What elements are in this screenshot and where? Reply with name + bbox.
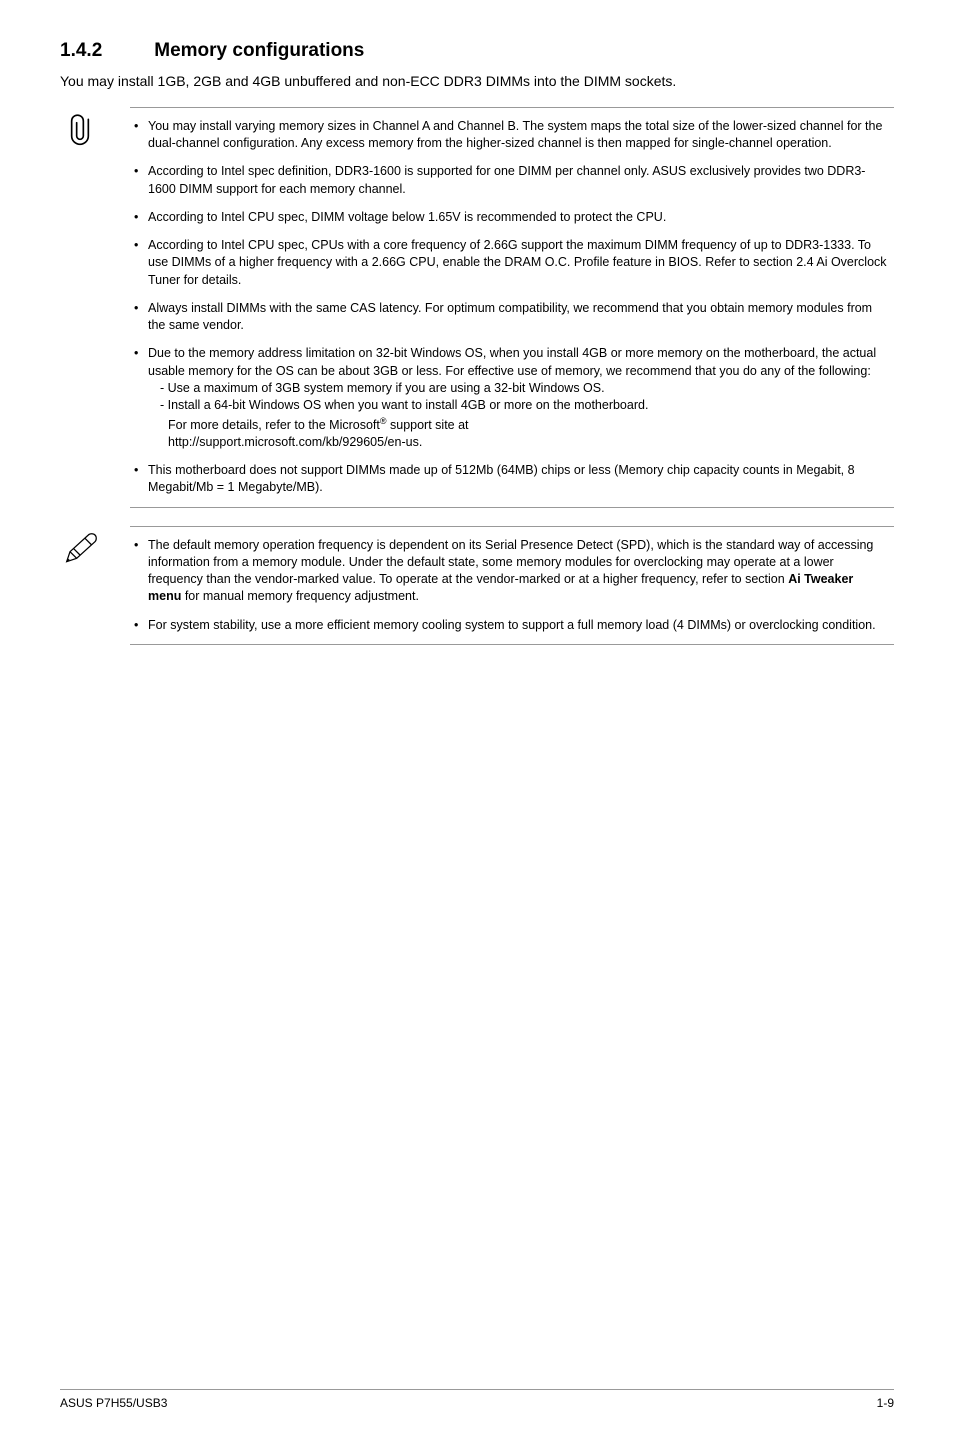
bullet-item: According to Intel CPU spec, DIMM voltag… (130, 209, 890, 226)
footer-left: ASUS P7H55/USB3 (60, 1396, 167, 1410)
bullet-item: You may install varying memory sizes in … (130, 118, 890, 153)
intro-text: You may install 1GB, 2GB and 4GB unbuffe… (60, 72, 894, 91)
sub-line: - Use a maximum of 3GB system memory if … (148, 381, 605, 395)
bullet-text: Due to the memory address limitation on … (148, 346, 876, 377)
note-content: The default memory operation frequency i… (130, 526, 894, 645)
bullet-item: This motherboard does not support DIMMs … (130, 462, 890, 497)
registered-symbol: ® (380, 415, 387, 425)
section-heading: 1.4.2 Memory configurations (60, 40, 894, 62)
paperclip-icon (60, 107, 106, 156)
sub-line: http://support.microsoft.com/kb/929605/e… (148, 435, 422, 449)
note-block-pencil: The default memory operation frequency i… (60, 526, 894, 645)
section-title: Memory configurations (154, 40, 364, 61)
bullet-item: According to Intel CPU spec, CPUs with a… (130, 237, 890, 289)
page-footer: ASUS P7H55/USB3 1-9 (60, 1389, 894, 1410)
section-number: 1.4.2 (60, 40, 102, 62)
bullet-item: Always install DIMMs with the same CAS l… (130, 300, 890, 335)
bullet-item: For system stability, use a more efficie… (130, 617, 890, 634)
bullet-item: Due to the memory address limitation on … (130, 345, 890, 451)
sub-line: - Install a 64-bit Windows OS when you w… (148, 398, 648, 412)
footer-right: 1-9 (877, 1396, 894, 1410)
sub-line: For more details, refer to the Microsoft… (148, 418, 469, 432)
note-content: You may install varying memory sizes in … (130, 107, 894, 508)
bullet-text: for manual memory frequency adjustment. (181, 589, 419, 603)
note-block-paperclip: You may install varying memory sizes in … (60, 107, 894, 508)
pencil-icon (60, 526, 106, 575)
bullet-text: The default memory operation frequency i… (148, 538, 873, 587)
bullet-item: The default memory operation frequency i… (130, 537, 890, 606)
bullet-item: According to Intel spec definition, DDR3… (130, 163, 890, 198)
